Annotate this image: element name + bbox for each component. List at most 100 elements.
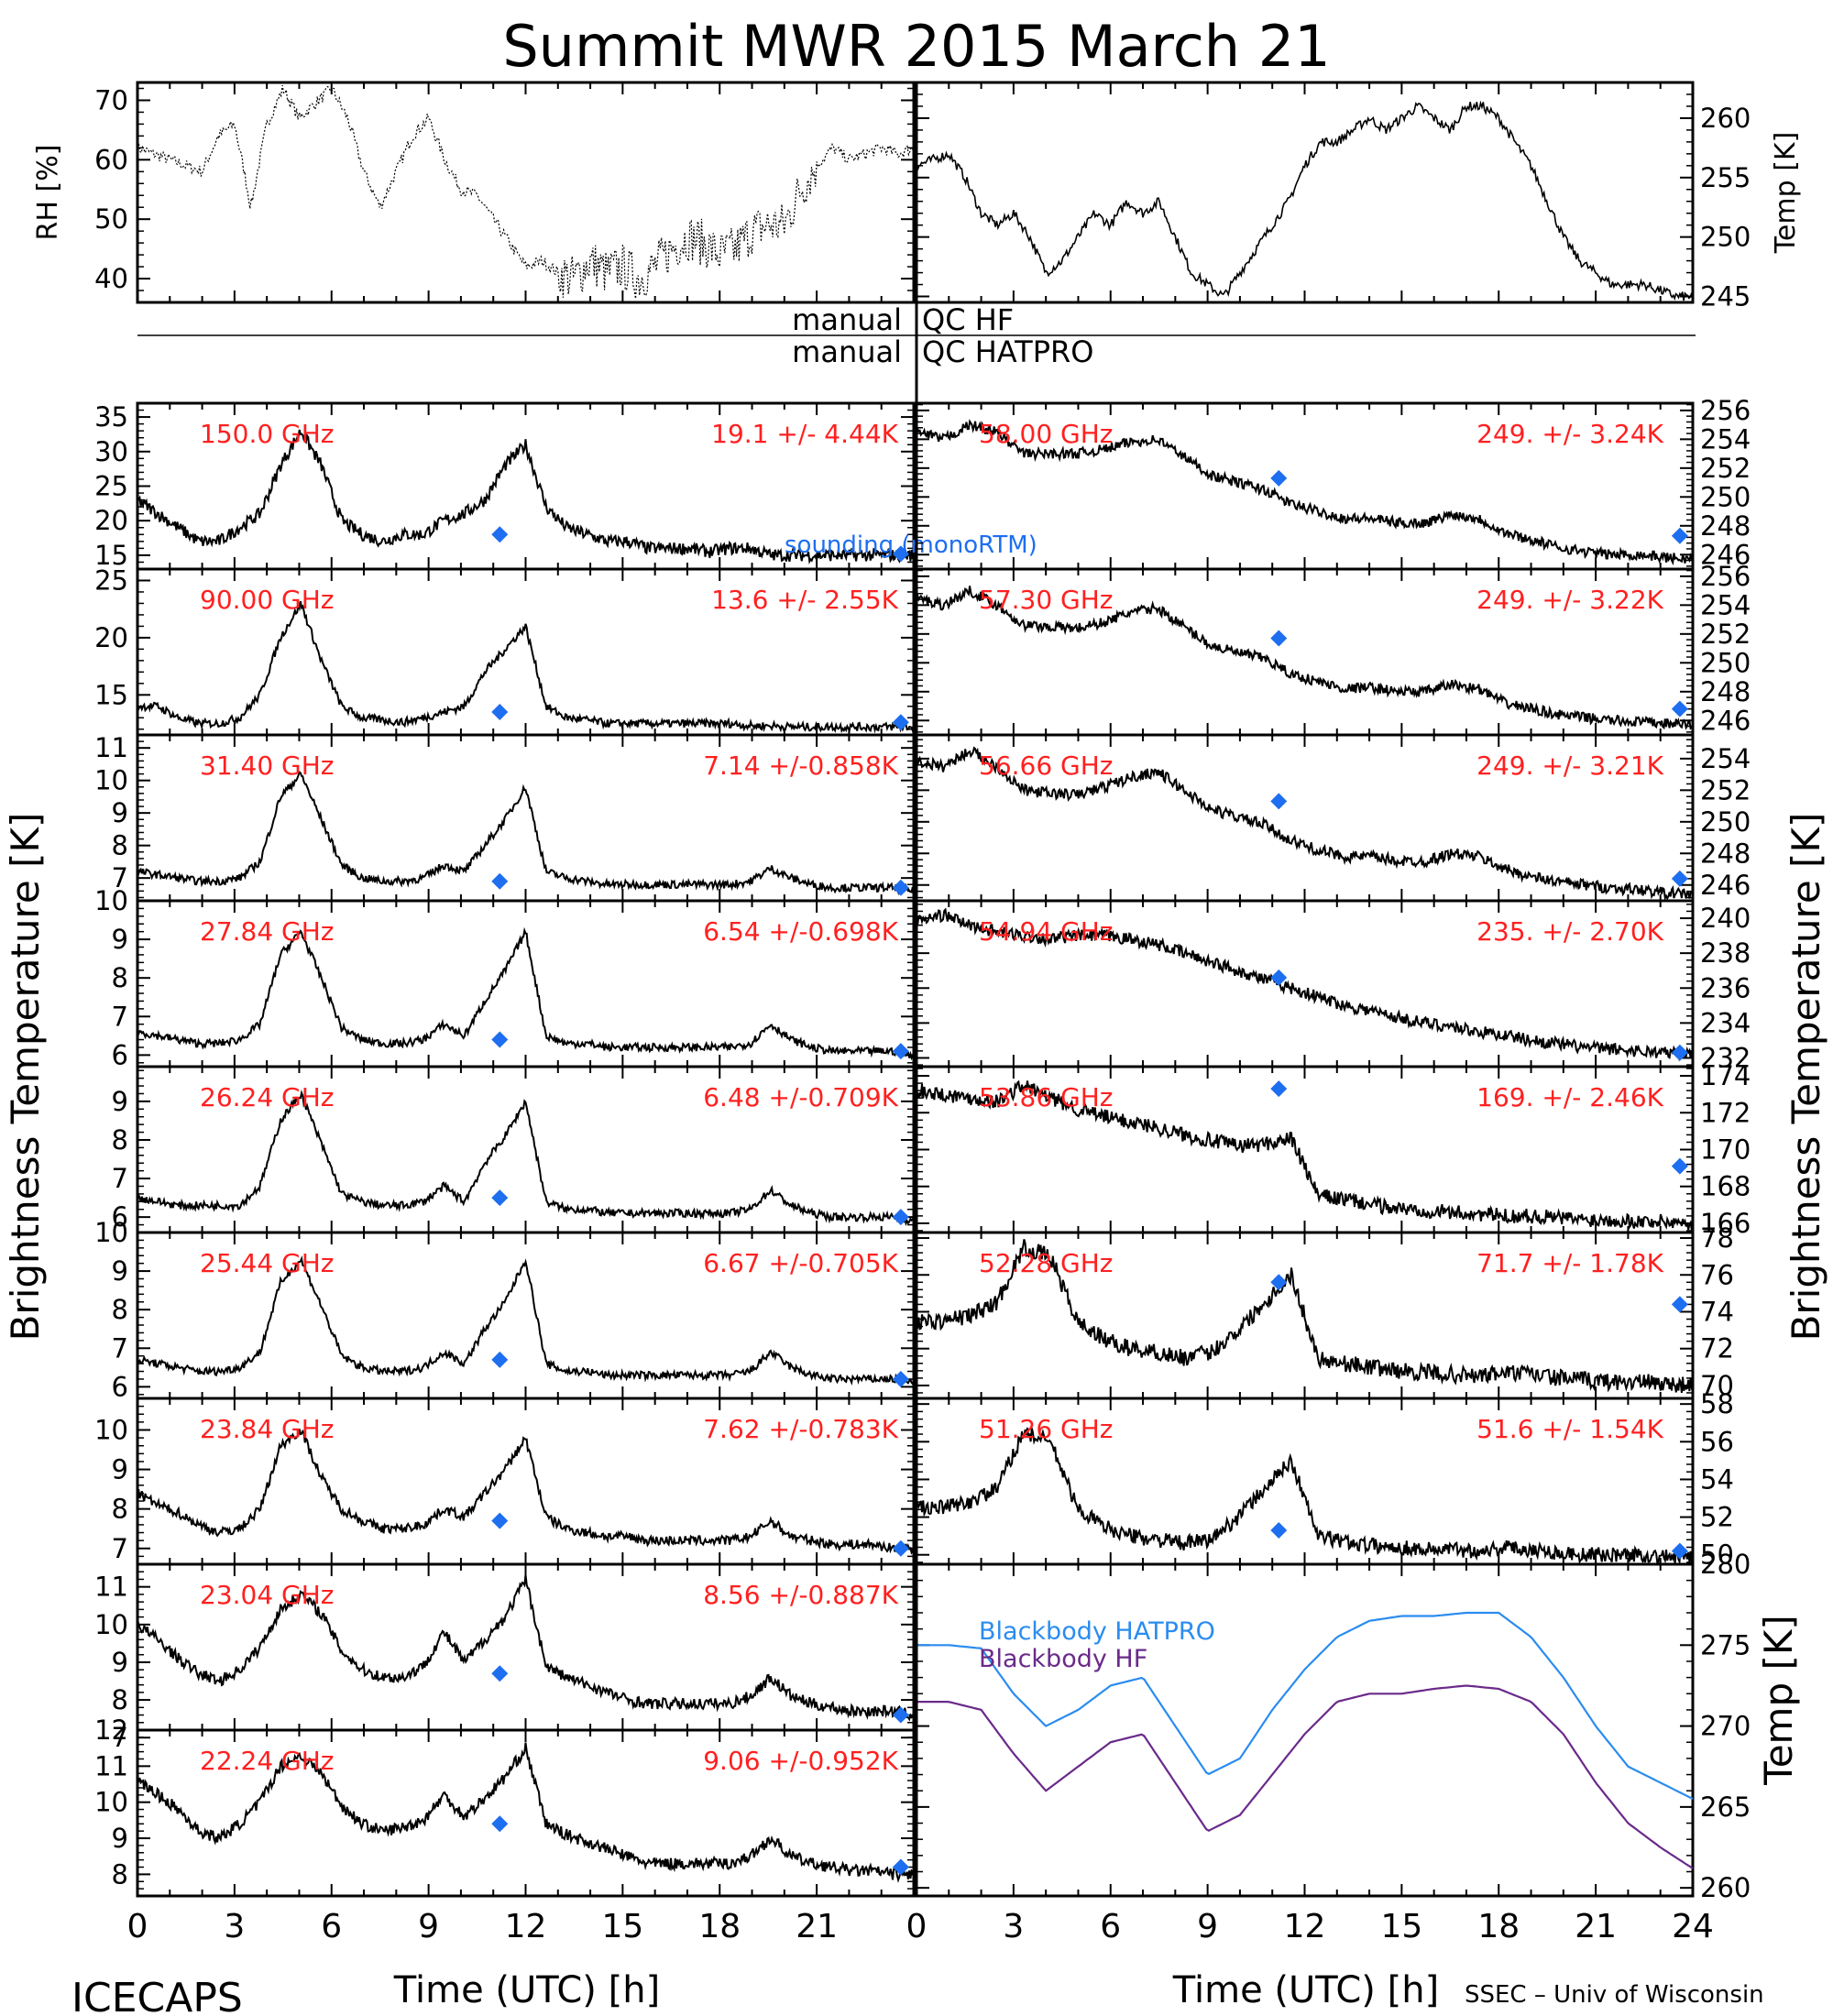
y-tick-label: 78	[1700, 1222, 1734, 1254]
y-tick-label: 60	[94, 144, 128, 175]
trace-bt-22.24	[137, 1742, 915, 1883]
y-tick-label: 260	[1700, 1872, 1751, 1903]
y-tick-label: 25	[94, 471, 128, 502]
sounding-marker	[892, 1858, 909, 1876]
y-tick-label: 8	[112, 1294, 128, 1325]
y-tick-label: 8	[112, 830, 128, 861]
channel-stats: 51.6 +/- 1.54K	[1476, 1414, 1663, 1444]
y-tick-label: 250	[1700, 647, 1751, 678]
y-tick-label: 10	[94, 1787, 128, 1818]
channel-label: 23.04 GHz	[200, 1580, 335, 1610]
y-tick-label: 246	[1700, 539, 1751, 570]
blackbody-series	[916, 1684, 1694, 1869]
y-tick-label: 8	[112, 1494, 128, 1525]
y-tick-label: 232	[1700, 1042, 1751, 1073]
channel-stats: 249. +/- 3.21K	[1476, 751, 1663, 781]
channel-stats: 235. +/- 2.70K	[1476, 916, 1663, 947]
y-tick-label: 10	[94, 1217, 128, 1248]
y-tick-label: 74	[1700, 1296, 1734, 1327]
sounding-marker	[1270, 630, 1288, 647]
y-tick-label: 246	[1700, 870, 1751, 901]
sounding-marker	[1671, 870, 1688, 887]
y-tick-label: 52	[1700, 1502, 1734, 1533]
y-tick-label: 166	[1700, 1208, 1751, 1239]
channel-stats: 6.48 +/-0.709K	[703, 1082, 898, 1112]
y-tick-label: 174	[1700, 1060, 1751, 1091]
y-tick-label: 11	[94, 1750, 128, 1781]
blackbody-legend: Blackbody HATPRO	[979, 1617, 1215, 1646]
channel-stats: 9.06 +/-0.952K	[703, 1746, 898, 1776]
channel-label: 54.94 GHz	[979, 916, 1114, 947]
channel-label: 58.00 GHz	[979, 419, 1114, 449]
channel-stats: 19.1 +/- 4.44K	[711, 419, 898, 449]
y-tick-label: 246	[1700, 705, 1751, 736]
x-tick-label: 3	[224, 1908, 245, 1945]
trace-bt-53.86	[916, 1079, 1694, 1231]
y-tick-label: 256	[1700, 395, 1751, 426]
x-tick-label: 21	[1575, 1908, 1617, 1945]
y-tick-label: 9	[112, 1086, 128, 1117]
sounding-marker	[1671, 1157, 1688, 1175]
channel-stats: 169. +/- 2.46K	[1476, 1082, 1663, 1112]
sounding-marker	[1671, 1542, 1688, 1560]
y-tick-label: 76	[1700, 1259, 1734, 1290]
channel-stats: 71.7 +/- 1.78K	[1476, 1248, 1663, 1278]
sounding-marker	[491, 872, 509, 890]
channel-stats: 7.62 +/-0.783K	[703, 1414, 898, 1444]
rh-axis-label: RH [%]	[32, 145, 64, 241]
y-tick-label: 236	[1700, 972, 1751, 1003]
left-y-axis-label: Brightness Temperature [K]	[3, 813, 48, 1342]
y-tick-label: 252	[1700, 774, 1751, 805]
y-tick-label: 8	[112, 1858, 128, 1890]
y-tick-label: 30	[94, 436, 128, 467]
y-tick-label: 265	[1700, 1791, 1751, 1823]
x-tick-label: 15	[1380, 1908, 1422, 1945]
x-tick-label: 3	[1003, 1908, 1024, 1945]
channel-stats: 6.67 +/-0.705K	[703, 1248, 898, 1278]
y-tick-label: 245	[1700, 281, 1751, 312]
y-tick-label: 25	[94, 564, 128, 596]
trace-bt-57.30	[916, 586, 1694, 730]
y-tick-label: 234	[1700, 1007, 1751, 1038]
x-tick-label: 24	[1672, 1908, 1714, 1945]
x-tick-label: 12	[1284, 1908, 1326, 1945]
y-tick-label: 254	[1700, 743, 1751, 774]
y-tick-label: 9	[112, 924, 128, 955]
y-tick-label: 275	[1700, 1629, 1751, 1660]
y-tick-label: 260	[1700, 103, 1751, 134]
channel-label: 56.66 GHz	[979, 751, 1114, 781]
trace-bt-54.94	[916, 907, 1694, 1062]
y-tick-label: 9	[112, 1454, 128, 1485]
trace-bt-52.28	[916, 1239, 1694, 1393]
trace-bt-26	[137, 1090, 915, 1227]
channel-label: 52.28 GHz	[979, 1248, 1114, 1278]
channel-label: 22.24 GHz	[200, 1746, 335, 1776]
trace-bt-23.84	[137, 1429, 915, 1555]
channel-stats: 249. +/- 3.22K	[1476, 585, 1663, 615]
y-tick-label: 9	[112, 1647, 128, 1678]
x-axis-label-right: Time (UTC) [h]	[1172, 1969, 1439, 2011]
temp-axis-label: Temp [K]	[1770, 132, 1802, 255]
y-tick-label: 12	[94, 1715, 128, 1746]
y-tick-label: 20	[94, 622, 128, 653]
sounding-marker	[892, 714, 909, 731]
rh-trace	[137, 84, 915, 299]
sounding-marker	[491, 704, 509, 721]
y-tick-label: 10	[94, 885, 128, 916]
y-tick-label: 168	[1700, 1171, 1751, 1202]
y-tick-label: 56	[1700, 1426, 1734, 1457]
figure-title: Summit MWR 2015 March 21	[502, 13, 1330, 80]
sounding-marker	[491, 1189, 509, 1207]
sounding-marker	[491, 1512, 509, 1529]
channel-stats: 13.6 +/- 2.55K	[711, 585, 898, 615]
y-tick-label: 250	[1700, 806, 1751, 838]
y-tick-label: 15	[94, 679, 128, 710]
y-tick-label: 248	[1700, 510, 1751, 542]
channel-label: 53.86 GHz	[979, 1082, 1114, 1112]
sounding-marker	[892, 1370, 909, 1387]
y-tick-label: 7	[112, 1722, 128, 1753]
sounding-marker	[1671, 700, 1688, 718]
x-tick-label: 0	[127, 1908, 148, 1945]
y-tick-label: 6	[112, 1201, 128, 1233]
